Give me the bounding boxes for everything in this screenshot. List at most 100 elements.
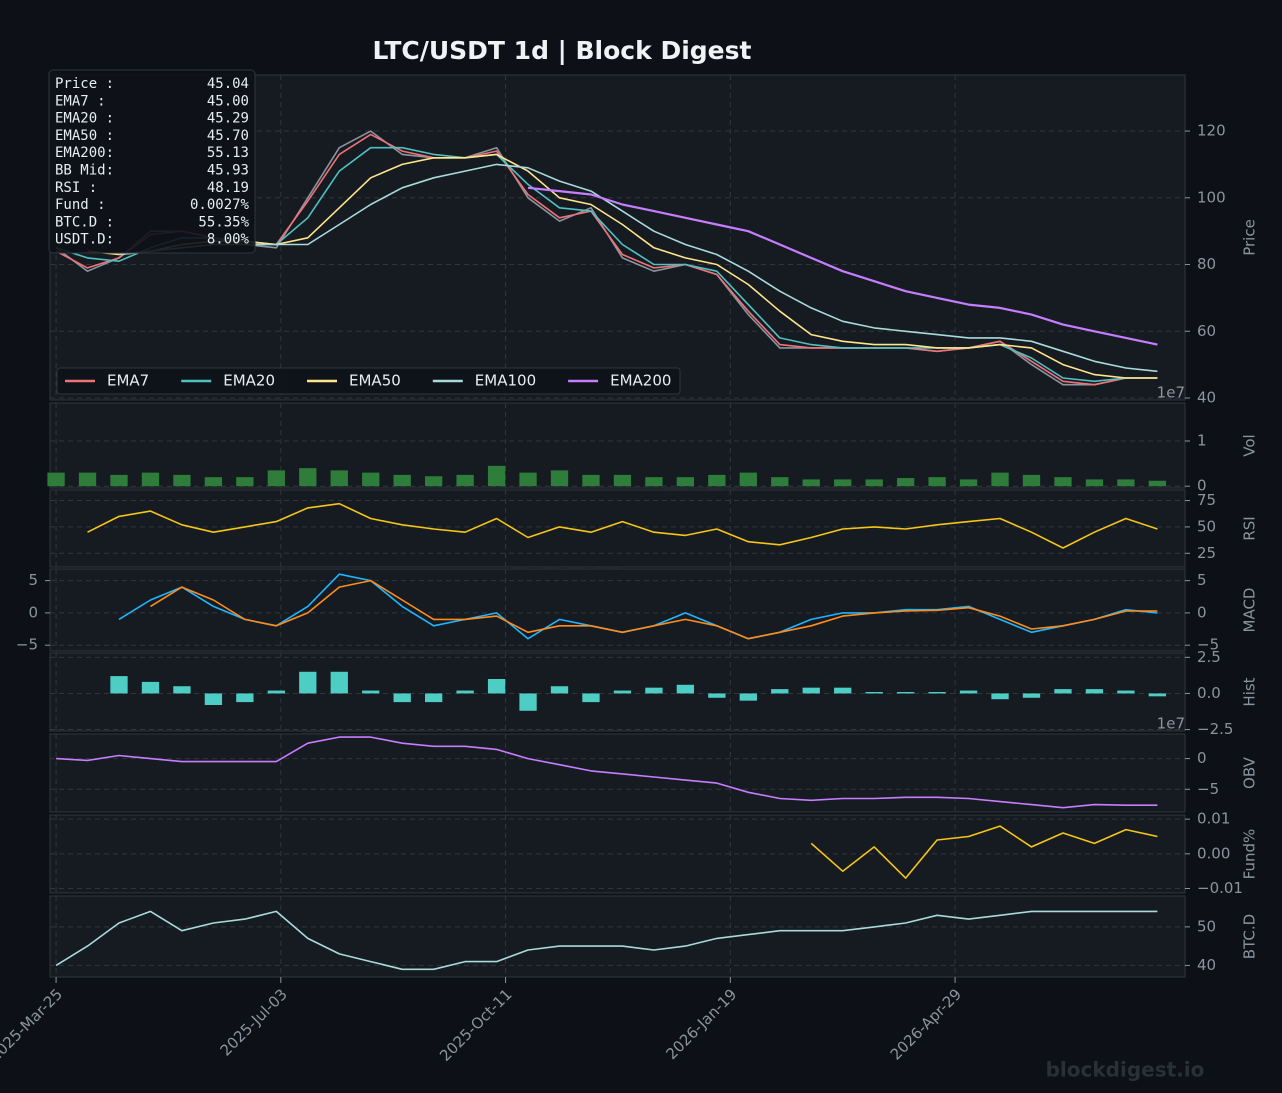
y-tick-label: 0 xyxy=(1197,603,1207,621)
bar xyxy=(204,693,223,705)
legend-label: EMA7 xyxy=(107,372,149,390)
info-value: 45.04 xyxy=(207,76,249,92)
bar xyxy=(550,470,569,487)
info-label: EMA20 : xyxy=(55,111,114,127)
bar xyxy=(393,474,411,487)
bar xyxy=(487,679,506,694)
bar xyxy=(1148,693,1167,697)
y-axis-label: Fund% xyxy=(1241,829,1259,880)
y-axis-label: MACD xyxy=(1241,588,1259,633)
y-tick-label: 0.0 xyxy=(1197,684,1221,702)
y-tick-label: 60 xyxy=(1197,322,1216,340)
bar xyxy=(896,478,915,487)
info-value: 45.70 xyxy=(207,128,249,144)
info-label: EMA7 : xyxy=(55,93,106,109)
bar xyxy=(865,692,883,694)
bar xyxy=(991,472,1009,487)
bar xyxy=(362,472,380,487)
series-line xyxy=(118,163,1158,373)
bar xyxy=(1054,689,1072,694)
info-value: 45.93 xyxy=(207,163,249,179)
bar xyxy=(236,477,254,487)
footer-brand: blockdigest.io xyxy=(1046,1058,1205,1082)
bar xyxy=(928,477,946,487)
info-value: 8.00% xyxy=(207,232,250,248)
bar xyxy=(141,681,160,694)
bar xyxy=(236,693,254,703)
info-value: 55.35% xyxy=(198,214,249,230)
bar xyxy=(991,693,1009,700)
axis-offset: 1e7 xyxy=(1157,715,1185,733)
info-label: RSI : xyxy=(55,180,97,196)
legend-label: EMA20 xyxy=(223,372,275,390)
bar xyxy=(1148,480,1167,487)
info-label: EMA50 : xyxy=(55,128,114,144)
y-tick-label: 5 xyxy=(1197,571,1207,589)
bar xyxy=(330,470,348,487)
bar xyxy=(802,479,820,487)
series-line xyxy=(87,502,1158,549)
bar xyxy=(110,676,128,694)
bar xyxy=(771,689,789,694)
bar xyxy=(110,474,128,487)
y-tick-label: 0.01 xyxy=(1197,810,1230,828)
bar xyxy=(708,693,726,698)
bar xyxy=(487,465,506,487)
bar xyxy=(645,477,663,487)
bar xyxy=(582,474,600,487)
y-tick-label: 0 xyxy=(1197,749,1207,767)
bar xyxy=(676,477,695,487)
legend-label: EMA50 xyxy=(349,372,401,390)
bar xyxy=(550,686,569,694)
bar xyxy=(676,684,695,694)
info-label: USDT.D: xyxy=(55,232,114,248)
bar xyxy=(834,479,852,487)
bar xyxy=(1054,477,1072,487)
bar xyxy=(1117,690,1135,694)
info-label: BTC.D : xyxy=(55,214,114,230)
y-tick-label: 80 xyxy=(1197,255,1216,273)
y-tick-label: 40 xyxy=(1197,956,1216,974)
series-line xyxy=(527,186,1158,346)
bar xyxy=(424,693,443,703)
bar xyxy=(456,474,474,487)
bar xyxy=(141,472,160,487)
info-box: Price : 45.04 EMA7 : 45.00 EMA20 : 45.29 EMA50… xyxy=(48,69,256,254)
bar xyxy=(173,686,191,694)
info-box-bg xyxy=(48,69,256,254)
bar xyxy=(802,687,820,694)
info-label: BB Mid: xyxy=(55,163,114,179)
y-tick-label: 0 xyxy=(1197,477,1207,495)
y-axis-label: Vol xyxy=(1241,434,1259,456)
bar xyxy=(204,477,223,487)
bar xyxy=(47,472,65,487)
info-value: 45.29 xyxy=(207,111,249,127)
info-value: 48.19 xyxy=(207,180,249,196)
bar xyxy=(267,690,285,694)
bar xyxy=(1085,689,1104,694)
bar xyxy=(519,472,537,487)
bar xyxy=(519,693,537,711)
y-tick-label: 120 xyxy=(1197,122,1226,140)
bar xyxy=(708,474,726,487)
bar xyxy=(896,692,915,694)
bar xyxy=(424,476,443,487)
legend: EMA7 EMA20 EMA50 EMA100 EMA200 xyxy=(56,367,681,395)
y-tick-label: 50 xyxy=(1197,917,1216,935)
bar xyxy=(330,671,348,694)
y-axis-label: RSI xyxy=(1241,516,1259,540)
bar xyxy=(456,690,474,694)
y-tick-label: 1 xyxy=(1197,431,1207,449)
bar xyxy=(1117,479,1135,487)
bar xyxy=(928,692,946,694)
bar xyxy=(1022,474,1041,487)
y-tick-label: 25 xyxy=(1197,544,1216,562)
y-tick-label: 2.5 xyxy=(1197,648,1221,666)
series-line xyxy=(810,825,1158,879)
bar xyxy=(78,472,97,487)
series-line xyxy=(55,910,1158,971)
bar xyxy=(771,477,789,487)
info-value: 0.0027% xyxy=(190,197,250,213)
panel xyxy=(49,895,1186,978)
bar xyxy=(1022,693,1041,698)
